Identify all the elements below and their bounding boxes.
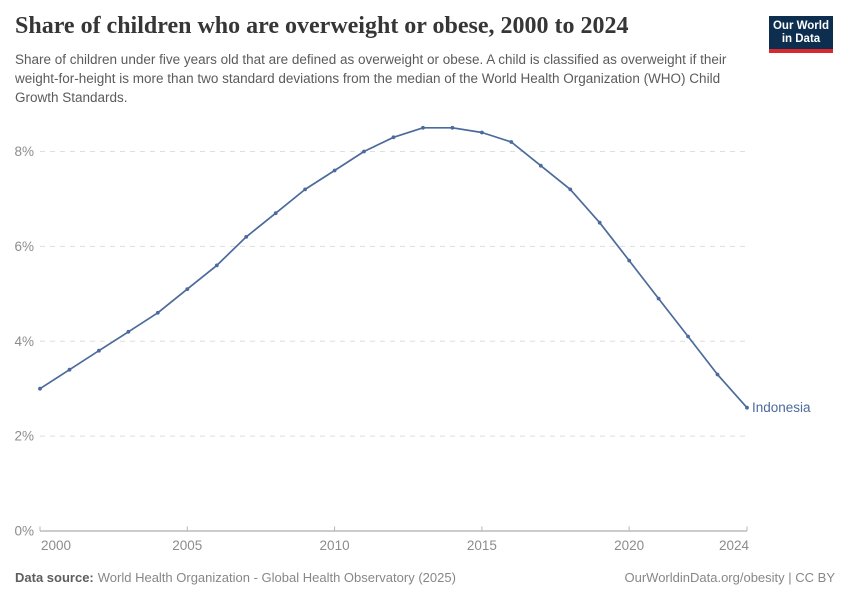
y-axis-label: 8% [14, 144, 34, 159]
trend-line [39, 126, 748, 409]
data-point [155, 310, 160, 315]
y-axis-label: 2% [14, 429, 34, 444]
data-source: Data source: World Health Organization - … [15, 570, 456, 585]
data-point [362, 149, 366, 154]
data-point [97, 348, 101, 353]
data-source-label: Data source: [15, 570, 94, 585]
x-axis-label: 2015 [467, 538, 497, 553]
data-point [332, 168, 337, 173]
owid-logo-line2: in Data [781, 33, 821, 45]
data-source-text: World Health Organization - Global Healt… [97, 570, 456, 585]
data-point [273, 211, 278, 216]
data-point [126, 329, 131, 334]
owid-logo-line1: Our World [772, 20, 829, 32]
license-credit: OurWorldinData.org/obesity | CC BY [624, 570, 836, 585]
data-point [597, 220, 602, 225]
y-axis-label: 4% [14, 334, 34, 349]
data-point [568, 187, 573, 192]
data-point [244, 235, 249, 239]
owid-logo-box: Our World in Data [769, 16, 833, 49]
data-point [745, 405, 749, 410]
data-point [67, 367, 72, 372]
data-point [185, 287, 190, 291]
x-axis-label: 2000 [41, 538, 71, 553]
y-axis-label: 6% [14, 239, 34, 254]
y-axis-label: 0% [14, 524, 34, 539]
data-point [421, 125, 425, 130]
owid-logo-red-bar [769, 49, 833, 53]
data-point [686, 334, 690, 339]
page-title: Share of children who are overweight or … [15, 13, 629, 39]
data-point [38, 386, 42, 391]
series-label: Indonesia [752, 400, 811, 415]
data-point [538, 163, 543, 168]
data-point [391, 135, 396, 140]
x-axis-label: 2010 [320, 538, 350, 553]
chart-footer: Data source: World Health Organization - … [15, 570, 835, 585]
data-point [480, 130, 484, 135]
data-point [627, 258, 632, 263]
chart-subtitle: Share of children under five years old t… [15, 52, 727, 105]
data-point [214, 263, 219, 268]
x-axis-label: 2024 [719, 538, 750, 553]
data-point [656, 296, 661, 301]
x-axis-label: 2020 [614, 538, 644, 553]
data-point [450, 125, 455, 130]
data-point [303, 187, 307, 192]
data-point [715, 372, 720, 377]
owid-logo: Our World in Data [769, 16, 833, 53]
x-axis-label: 2005 [172, 538, 202, 553]
data-point [509, 140, 514, 144]
